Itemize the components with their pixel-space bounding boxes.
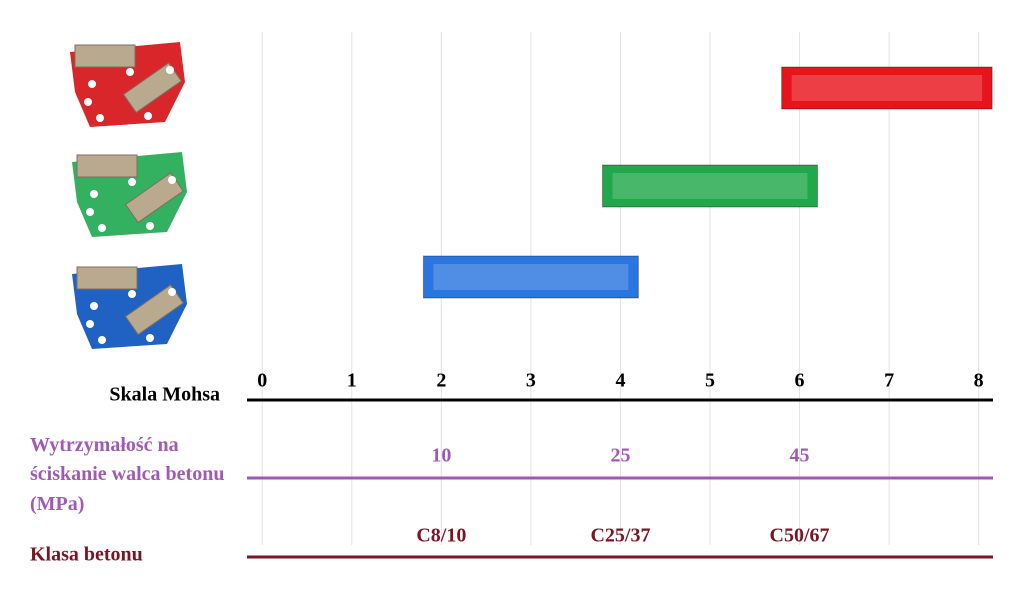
x-tick-label: 3 — [526, 370, 536, 392]
scale-label: Wytrzymałość na ściskanie walca betonu (MP… — [30, 434, 224, 515]
scale-tick-label: C25/37 — [590, 525, 650, 547]
x-tick-label: 5 — [705, 370, 715, 392]
x-tick-label: 4 — [615, 370, 625, 392]
x-tick-label: 6 — [795, 370, 805, 392]
x-tick-label: 8 — [974, 370, 984, 392]
pad-icon-blue — [71, 263, 188, 350]
bar — [602, 164, 818, 208]
x-tick-label: 2 — [436, 370, 446, 392]
scale-tick-label: 25 — [610, 445, 630, 467]
bar — [781, 66, 993, 110]
pad-icon-red — [69, 41, 186, 128]
bar-highlight — [791, 75, 983, 101]
pad-icon-green — [71, 151, 188, 238]
x-tick-label: 0 — [257, 370, 267, 392]
bar — [422, 255, 639, 299]
scale-tick-label: C50/67 — [770, 525, 830, 547]
x-tick-label: 1 — [347, 370, 357, 392]
x-axis-label: Skala Mohsa — [109, 384, 220, 406]
x-tick-label: 7 — [884, 370, 894, 392]
scale-tick-label: C8/10 — [416, 525, 466, 547]
bar-highlight — [612, 173, 808, 199]
scale-label: Klasa betonu — [30, 544, 143, 566]
scale-tick-label: 10 — [431, 445, 451, 467]
scale-tick-label: 45 — [790, 445, 810, 467]
bar-highlight — [433, 264, 629, 290]
